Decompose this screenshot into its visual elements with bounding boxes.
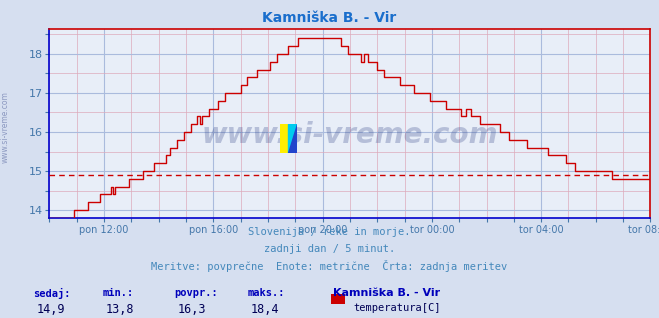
Text: 13,8: 13,8 bbox=[105, 303, 134, 316]
Text: sedaj:: sedaj: bbox=[33, 288, 71, 299]
Bar bbox=[280, 124, 289, 153]
Text: Kamniška B. - Vir: Kamniška B. - Vir bbox=[262, 11, 397, 25]
Text: 16,3: 16,3 bbox=[178, 303, 206, 316]
Text: temperatura[C]: temperatura[C] bbox=[354, 303, 442, 313]
Text: 14,9: 14,9 bbox=[36, 303, 65, 316]
Text: Kamniška B. - Vir: Kamniška B. - Vir bbox=[333, 288, 440, 298]
Text: maks.:: maks.: bbox=[247, 288, 285, 298]
Text: Meritve: povprečne  Enote: metrične  Črta: zadnja meritev: Meritve: povprečne Enote: metrične Črta:… bbox=[152, 260, 507, 273]
Text: Slovenija / reke in morje.: Slovenija / reke in morje. bbox=[248, 227, 411, 237]
Text: zadnji dan / 5 minut.: zadnji dan / 5 minut. bbox=[264, 244, 395, 254]
Text: 18,4: 18,4 bbox=[250, 303, 279, 316]
Polygon shape bbox=[289, 124, 297, 153]
Bar bbox=[289, 124, 297, 153]
Text: www.si-vreme.com: www.si-vreme.com bbox=[1, 91, 10, 163]
Text: povpr.:: povpr.: bbox=[175, 288, 218, 298]
Text: www.si-vreme.com: www.si-vreme.com bbox=[202, 121, 498, 149]
Text: min.:: min.: bbox=[102, 288, 133, 298]
